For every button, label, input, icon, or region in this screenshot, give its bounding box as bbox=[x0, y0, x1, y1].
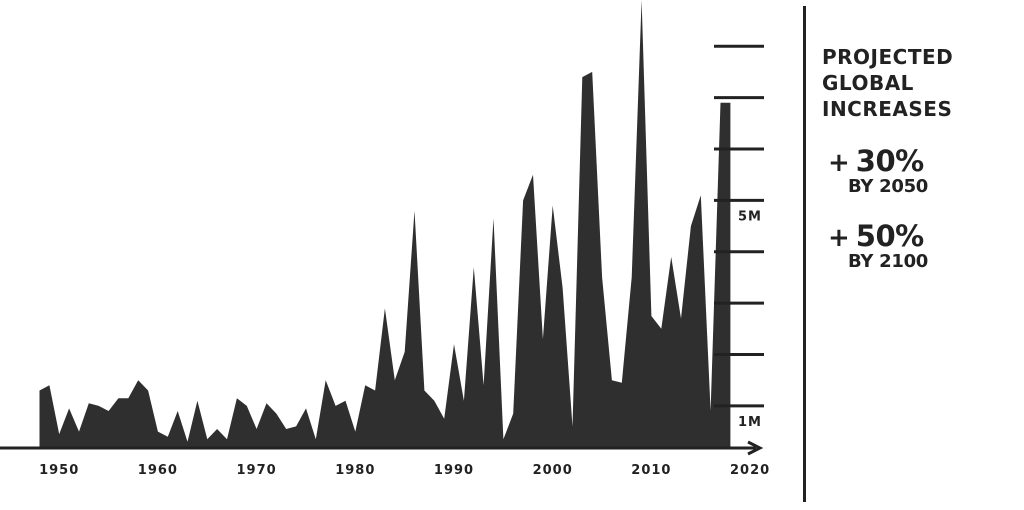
y-tick-label: 1M bbox=[738, 415, 762, 430]
stat-year-2050: BY 2050 bbox=[848, 176, 929, 197]
x-tick-label: 2010 bbox=[631, 463, 671, 478]
x-tick-label: 2000 bbox=[533, 463, 573, 478]
plus-icon: + bbox=[828, 148, 850, 178]
area-series bbox=[39, 0, 731, 448]
vertical-divider bbox=[803, 6, 806, 502]
projection-panel: PROJECTED GLOBAL INCREASES + 30% BY 2050… bbox=[822, 44, 1022, 272]
stat-year-2100: BY 2100 bbox=[848, 251, 929, 272]
x-tick-label: 1980 bbox=[335, 463, 375, 478]
x-axis-arrow-icon bbox=[747, 440, 764, 456]
x-tick-label: 1960 bbox=[138, 463, 178, 478]
x-tick-label: 1990 bbox=[434, 463, 474, 478]
stat-2050: + 30% BY 2050 bbox=[822, 144, 1022, 197]
plus-icon: + bbox=[828, 223, 850, 253]
area-chart: 1950 1960 1970 1980 1990 2000 2010 2020 1M 5M bbox=[0, 0, 770, 478]
stat-value-2050: 30% bbox=[855, 144, 924, 178]
x-tick-label: 2020 bbox=[730, 463, 770, 478]
panel-title: PROJECTED GLOBAL INCREASES bbox=[822, 45, 954, 121]
x-tick-label: 1970 bbox=[237, 463, 277, 478]
stat-2100: + 50% BY 2100 bbox=[822, 219, 1022, 272]
x-tick-label: 1950 bbox=[39, 463, 79, 478]
y-tick-label: 5M bbox=[738, 209, 762, 224]
stat-value-2100: 50% bbox=[855, 219, 924, 253]
